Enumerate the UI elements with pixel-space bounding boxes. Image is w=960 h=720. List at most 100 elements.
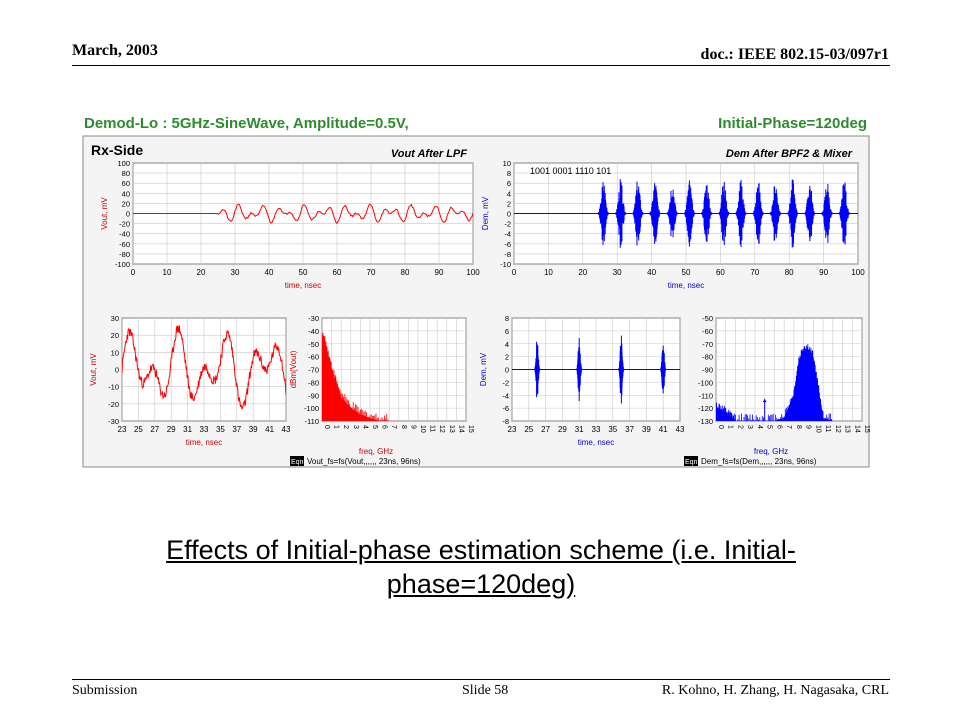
y-tick-label: -20: [108, 400, 119, 409]
signal-trace: [122, 325, 286, 410]
x-tick-label: 90: [819, 268, 828, 277]
y-axis-label: Vout, mV: [100, 197, 109, 230]
y-tick-label: -60: [308, 353, 319, 362]
y-tick-label: -80: [308, 378, 319, 387]
x-tick-label: 5: [371, 425, 378, 429]
x-tick-label: 50: [299, 268, 308, 277]
y-tick-label: 2: [507, 199, 511, 208]
y-tick-label: 10: [503, 159, 511, 168]
x-tick-label: 6: [775, 425, 782, 429]
eqn-badge-label: Eqn: [291, 459, 304, 466]
y-axis-label: Vout, mV: [89, 353, 98, 386]
x-tick-label: 14: [457, 425, 464, 433]
x-tick-label: 9: [409, 425, 416, 429]
x-tick-label: 12: [438, 425, 445, 433]
y-tick-label: 0: [507, 210, 511, 219]
x-tick-label: 15: [863, 425, 870, 433]
y-tick-label: -80: [702, 353, 713, 362]
y-tick-label: -50: [702, 314, 713, 323]
x-tick-label: 8: [400, 425, 407, 429]
series-group: [322, 332, 390, 421]
x-tick-label: 3: [352, 425, 359, 429]
x-tick-label: 15: [467, 425, 474, 433]
x-tick-label: 25: [524, 425, 533, 434]
y-tick-label: -20: [119, 220, 130, 229]
header-rule: [72, 65, 890, 66]
y-tick-label: -6: [502, 404, 509, 413]
figure-title-left: Demod-Lo : 5GHz-SineWave, Amplitude=0.5V…: [84, 115, 409, 132]
eqn-badge-label: Eqn: [685, 459, 698, 466]
x-tick-label: 60: [333, 268, 342, 277]
y-tick-label: -90: [308, 391, 319, 400]
y-tick-label: -8: [502, 417, 509, 426]
x-tick-label: 12: [834, 425, 841, 433]
footer-authors: R. Kohno, H. Zhang, H. Nagasaka, CRL: [661, 683, 889, 698]
y-tick-label: -130: [698, 417, 713, 426]
x-tick-label: 29: [167, 425, 176, 434]
x-tick-label: 31: [183, 425, 192, 434]
y-tick-label: -100: [698, 378, 713, 387]
x-tick-label: 7: [785, 425, 792, 429]
series-group: [122, 325, 286, 410]
y-tick-label: 4: [505, 340, 509, 349]
series-group: [512, 335, 680, 404]
x-tick-label: 41: [265, 425, 274, 434]
x-tick-label: 90: [435, 268, 444, 277]
plot-title: Vout After LPF: [391, 148, 467, 160]
x-tick-label: 11: [824, 425, 831, 432]
x-tick-label: 0: [131, 268, 136, 277]
x-tick-label: 1: [727, 425, 734, 429]
x-tick-label: 0: [512, 268, 517, 277]
y-tick-label: -100: [304, 404, 319, 413]
x-tick-label: 23: [118, 425, 127, 434]
x-tick-label: 2: [736, 425, 743, 429]
x-tick-label: 27: [541, 425, 550, 434]
x-tick-label: 40: [265, 268, 274, 277]
x-tick-label: 70: [750, 268, 759, 277]
x-tick-label: 5: [766, 425, 773, 429]
x-tick-label: 27: [150, 425, 159, 434]
x-tick-label: 100: [851, 268, 865, 277]
x-tick-label: 3: [746, 425, 753, 429]
x-tick-label: 40: [647, 268, 656, 277]
footer-rule: [72, 679, 890, 680]
x-tick-label: 10: [163, 268, 172, 277]
caption-line-2: phase=120deg): [386, 569, 576, 599]
y-tick-label: -60: [702, 327, 713, 336]
x-axis-label: time, nsec: [285, 281, 321, 290]
y-axis-label: Dem, mV: [479, 352, 488, 386]
y-tick-label: -40: [308, 327, 319, 336]
y-tick-label: -8: [504, 250, 511, 259]
x-tick-label: 11: [429, 425, 436, 432]
equation-text: Vout_fs=fs(Vout,,,,,, 23ns, 96ns): [307, 457, 421, 466]
x-tick-label: 25: [134, 425, 143, 434]
y-tick-label: -4: [504, 230, 511, 239]
y-tick-label: 8: [507, 169, 511, 178]
y-tick-label: 30: [111, 314, 119, 323]
x-tick-label: 20: [197, 268, 206, 277]
y-tick-label: -30: [108, 417, 119, 426]
x-tick-label: 33: [592, 425, 601, 434]
signal-trace: [133, 203, 473, 225]
y-tick-label: 0: [126, 210, 130, 219]
x-axis-label: time, nsec: [186, 438, 222, 447]
x-tick-label: 30: [231, 268, 240, 277]
x-axis-label: freq, GHz: [359, 447, 393, 456]
x-tick-label: 100: [466, 268, 480, 277]
caption-line-1: Effects of Initial-phase estimation sche…: [166, 535, 796, 565]
x-tick-label: 4: [361, 425, 368, 429]
y-tick-label: -120: [698, 404, 713, 413]
x-tick-label: 23: [508, 425, 517, 434]
x-tick-label: 2: [342, 425, 349, 429]
y-tick-label: 2: [505, 353, 509, 362]
simulation-figure: Demod-Lo : 5GHz-SineWave, Amplitude=0.5V…: [82, 112, 870, 468]
x-tick-label: 43: [676, 425, 685, 434]
y-tick-label: -50: [308, 340, 319, 349]
y-tick-label: -90: [702, 366, 713, 375]
y-axis-label: Dem, mV: [481, 196, 490, 230]
x-tick-label: 43: [282, 425, 291, 434]
x-tick-label: 80: [401, 268, 410, 277]
eqn-badge: [290, 456, 304, 466]
header-doc-id: doc.: IEEE 802.15-03/097r1: [700, 46, 889, 63]
x-tick-label: 30: [613, 268, 622, 277]
